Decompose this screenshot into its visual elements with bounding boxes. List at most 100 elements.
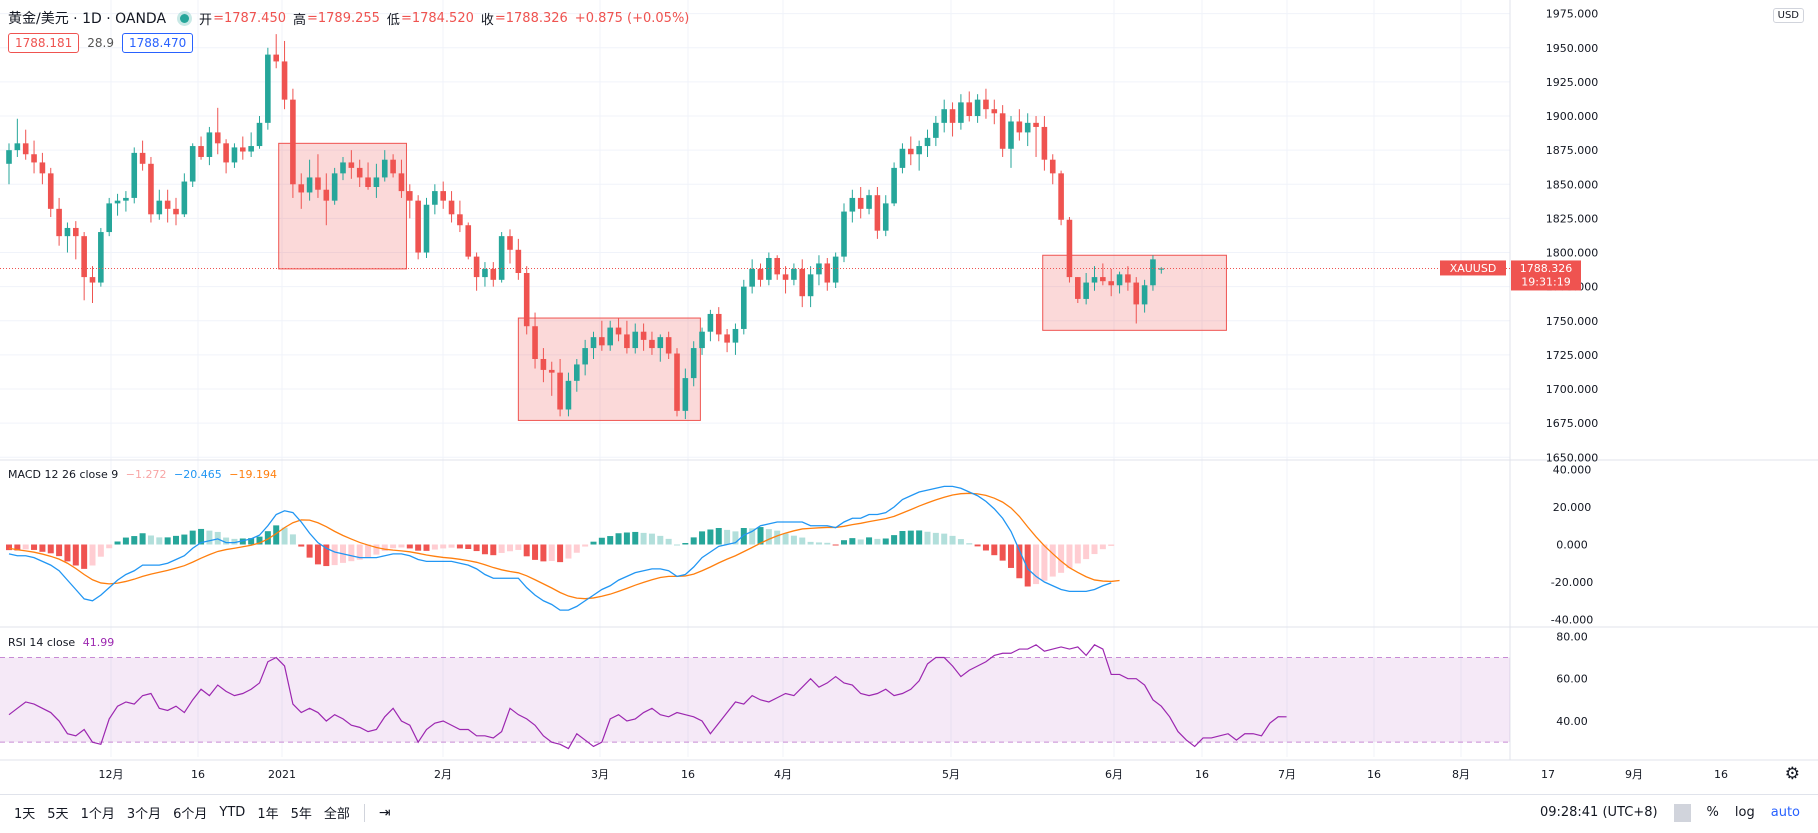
price-tick-label: 1875.000 — [1546, 144, 1599, 157]
candle-body — [799, 268, 806, 297]
clock-time[interactable]: 09:28:41 (UTC+8) — [1539, 805, 1658, 820]
macd-histogram-bar — [81, 544, 88, 569]
macd-histogram-bar — [1058, 544, 1065, 573]
range-3m[interactable]: 3个月 — [126, 807, 162, 822]
candle-body — [523, 272, 530, 327]
macd-histogram-bar — [156, 537, 163, 545]
macd-histogram-bar — [498, 544, 505, 553]
candle-body — [415, 200, 421, 253]
candle-body — [908, 148, 914, 155]
candle-body — [306, 177, 313, 193]
range-5d[interactable]: 5天 — [47, 807, 69, 822]
macd-histogram-bar — [707, 529, 714, 545]
candle-body — [674, 353, 680, 411]
candle-body — [256, 122, 263, 147]
macd-histogram-bar — [448, 544, 455, 548]
candle-body — [22, 143, 29, 155]
macd-histogram-bar — [1033, 544, 1040, 585]
range-all[interactable]: 全部 — [323, 807, 350, 822]
candle-body — [1100, 277, 1106, 282]
range-5y[interactable]: 5年 — [290, 807, 312, 822]
candle-body — [1133, 282, 1140, 305]
settings-gear-icon[interactable]: ⚙ — [1784, 764, 1800, 784]
macd-histogram-bar — [206, 530, 213, 545]
symbol-title[interactable]: 黄金/美元 · 1D · OANDA — [8, 11, 167, 27]
macd-histogram-bar — [557, 544, 564, 563]
candle-body — [732, 328, 739, 343]
macd-histogram-bar — [239, 538, 246, 545]
rsi-legend[interactable]: RSI 14 close 41.99 — [8, 636, 118, 649]
macd-histogram-bar — [740, 528, 747, 545]
candle-body — [98, 232, 104, 283]
candle-body — [131, 152, 138, 198]
range-1d[interactable]: 1天 — [14, 807, 36, 822]
macd-histogram-bar — [866, 537, 873, 545]
macd-hist-value: −1.272 — [125, 468, 167, 481]
candle-body — [473, 256, 480, 278]
candle-body — [156, 200, 163, 215]
bid-price[interactable]: 1788.181 — [8, 33, 80, 53]
candle-body — [874, 195, 881, 231]
candle-body — [582, 348, 588, 365]
macd-legend[interactable]: MACD 12 26 close 9 −1.272 −20.465 −19.19… — [8, 468, 281, 481]
macd-histogram-bar — [106, 544, 113, 549]
auto-toggle[interactable]: auto — [1770, 805, 1800, 820]
macd-histogram-bar — [799, 537, 806, 545]
candle-body — [381, 159, 388, 178]
range-ytd[interactable]: YTD — [219, 805, 246, 820]
macd-histogram-bar — [139, 533, 146, 545]
candle-body — [841, 211, 847, 257]
candle-body — [849, 197, 856, 212]
ask-price[interactable]: 1788.470 — [121, 33, 194, 53]
candle-body — [31, 154, 37, 163]
range-1m[interactable]: 1个月 — [80, 807, 115, 822]
range-1y[interactable]: 1年 — [257, 807, 279, 822]
macd-histogram-bar — [1099, 544, 1106, 550]
log-toggle[interactable]: log — [1734, 805, 1755, 820]
macd-histogram-bar — [582, 544, 589, 547]
x-tick-label: 5月 — [942, 768, 960, 781]
candle-body — [448, 200, 455, 215]
candle-body — [974, 99, 981, 117]
macd-histogram-bar — [932, 532, 939, 545]
range-6m[interactable]: 6个月 — [173, 807, 208, 822]
macd-histogram-bar — [473, 544, 480, 552]
candle-body — [657, 337, 664, 349]
macd-histogram-bar — [365, 544, 372, 558]
symbol-tag: XAUUSD — [1450, 262, 1497, 275]
macd-line — [8, 485, 1112, 611]
macd-histogram-bar — [173, 535, 179, 545]
candle-body — [949, 109, 956, 123]
grid — [0, 0, 1818, 761]
macd-histogram-bar — [223, 537, 230, 545]
candle-body — [1116, 274, 1123, 286]
candle-body — [240, 147, 246, 152]
candles — [0, 34, 1510, 420]
candle-body — [607, 327, 613, 346]
macd-histogram-bar — [1024, 544, 1031, 587]
macd-histogram-bar — [1049, 544, 1056, 577]
percent-toggle[interactable]: % — [1706, 805, 1719, 820]
candle-body — [999, 113, 1006, 149]
candle-body — [832, 256, 839, 283]
macd-histogram-bar — [982, 544, 989, 551]
candle-body — [941, 109, 947, 123]
x-tick-label: 3月 — [591, 768, 609, 781]
macd-histogram-bar — [431, 544, 438, 550]
macd-histogram-bar — [147, 535, 154, 545]
price-tick-label: 1750.000 — [1546, 315, 1599, 328]
goto-date-icon[interactable]: ⇥ — [378, 804, 391, 821]
candle-body — [824, 263, 831, 283]
candle-body — [857, 197, 864, 209]
macd-tick-label: 20.000 — [1553, 501, 1592, 514]
candle-body — [214, 132, 221, 144]
candle-body — [64, 227, 71, 237]
candle-body — [89, 277, 96, 283]
macd-histogram-bar — [916, 530, 923, 545]
macd-histogram-bar — [289, 534, 296, 545]
macd-histogram-bar — [323, 544, 330, 567]
currency-button[interactable]: USD — [1772, 8, 1804, 23]
macd-name: MACD 12 26 close 9 — [8, 468, 119, 481]
